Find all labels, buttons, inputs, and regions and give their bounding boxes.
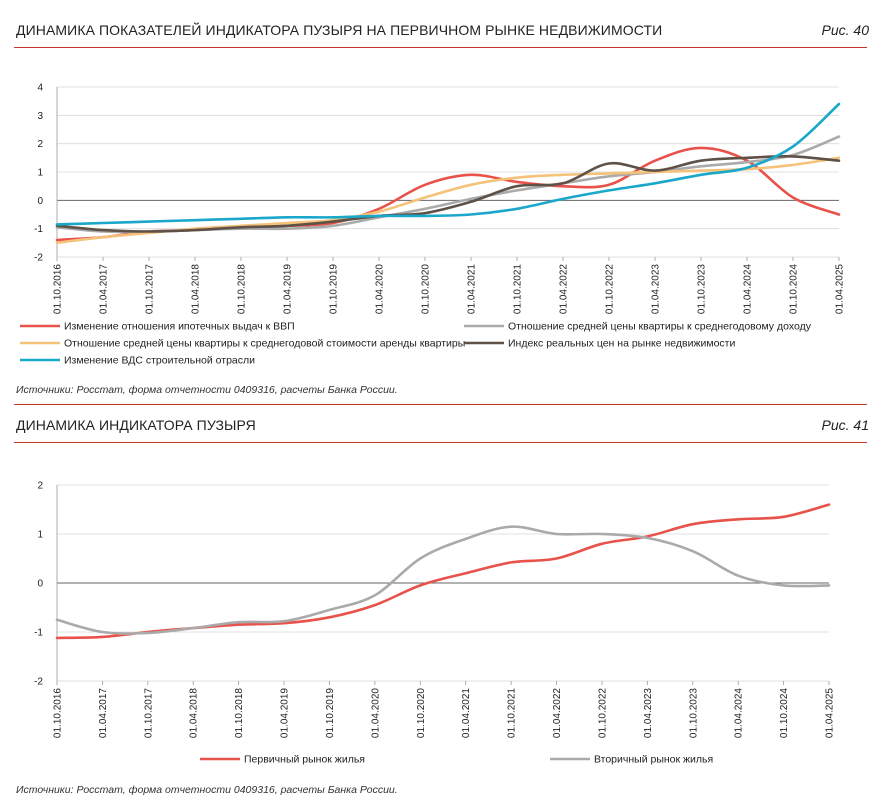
y-tick-label: 0 [37, 579, 43, 590]
legend-label: Изменение отношения ипотечных выдач к ВВ… [64, 321, 295, 333]
x-tick-label: 01.04.2025 [825, 688, 836, 738]
y-tick-label: 2 [37, 139, 43, 150]
x-tick-label: 01.10.2016 [53, 688, 64, 738]
x-tick-label: 01.04.2019 [280, 688, 291, 738]
legend-label: Отношение средней цены квартиры к средне… [64, 338, 465, 350]
chart-40-legend: Изменение отношения ипотечных выдач к ВВ… [20, 321, 812, 367]
x-tick-label: 01.04.2024 [743, 264, 754, 314]
x-tick-label: 01.04.2017 [99, 264, 110, 314]
x-tick-label: 01.10.2024 [789, 264, 800, 314]
x-tick-label: 01.04.2017 [98, 688, 109, 738]
y-tick-label: 2 [37, 481, 43, 492]
x-tick-label: 01.10.2017 [143, 688, 154, 738]
fig41-title: ДИНАМИКА ИНДИКАТОРА ПУЗЫРЯ [16, 417, 256, 433]
fig40-title: ДИНАМИКА ПОКАЗАТЕЛЕЙ ИНДИКАТОРА ПУЗЫРЯ Н… [16, 22, 663, 38]
y-tick-label: -2 [34, 677, 43, 688]
x-tick-label: 01.04.2023 [651, 264, 662, 314]
chart-41-x-ticks: 01.10.2016 01.04.2017 01.10.2017 01.04.2018… [53, 681, 836, 738]
y-tick-label: 1 [37, 530, 43, 541]
x-tick-label: 01.04.2018 [189, 688, 200, 738]
x-tick-label: 01.04.2023 [643, 688, 654, 738]
chart-41-legend: Первичный рынок жилья Вторичный рынок жил… [200, 754, 713, 766]
x-tick-label: 01.04.2021 [467, 264, 478, 314]
y-tick-label: 1 [37, 168, 43, 179]
series-line [55, 154, 841, 233]
x-tick-label: 01.04.2025 [835, 264, 846, 314]
series-line [55, 503, 831, 640]
x-tick-label: 01.04.2018 [191, 264, 202, 314]
x-tick-label: 01.04.2020 [370, 688, 381, 738]
fig41-rule [14, 442, 867, 443]
legend-label: Вторичный рынок жилья [594, 754, 713, 766]
x-tick-label: 01.10.2019 [325, 688, 336, 738]
chart-40-series [55, 102, 841, 245]
fig41-label: Рис. 41 [821, 417, 869, 433]
x-tick-label: 01.10.2020 [416, 688, 427, 738]
x-tick-label: 01.10.2018 [237, 264, 248, 314]
x-tick-label: 01.10.2019 [329, 264, 340, 314]
legend-label: Изменение ВДС строительной отрасли [64, 355, 255, 367]
x-tick-label: 01.10.2016 [53, 264, 64, 314]
x-tick-label: 01.04.2019 [283, 264, 294, 314]
y-tick-label: -2 [34, 253, 43, 264]
chart-41-series [55, 503, 831, 640]
x-tick-label: 01.10.2022 [605, 264, 616, 314]
fig41-top-rule [14, 404, 867, 405]
legend-label: Первичный рынок жилья [244, 754, 365, 766]
y-tick-label: 0 [37, 196, 43, 207]
y-tick-label: -1 [34, 628, 43, 639]
y-tick-label: -1 [34, 224, 43, 235]
x-tick-label: 01.10.2024 [779, 688, 790, 738]
x-tick-label: 01.04.2022 [552, 688, 563, 738]
x-tick-label: 01.10.2021 [507, 688, 518, 738]
y-tick-label: 3 [37, 111, 43, 122]
x-tick-label: 01.04.2022 [559, 264, 570, 314]
chart-41-y-ticks: -2 -1 0 1 2 [34, 481, 43, 688]
series-line [55, 102, 841, 226]
legend-label: Индекс реальных цен на рынке недвижимост… [508, 338, 735, 350]
chart-40: -2 -1 0 1 2 3 4 01.10.2016 01.04.2017 01.10.2017… [20, 83, 846, 367]
fig40-label: Рис. 40 [821, 22, 869, 38]
y-tick-label: 4 [37, 83, 43, 94]
x-tick-label: 01.10.2022 [597, 688, 608, 738]
x-tick-label: 01.04.2021 [461, 688, 472, 738]
x-tick-label: 01.10.2023 [688, 688, 699, 738]
legend-label: Отношение средней цены квартиры к средне… [508, 321, 812, 333]
chart-40-grid [56, 86, 839, 258]
x-tick-label: 01.04.2020 [375, 264, 386, 314]
x-tick-label: 01.10.2017 [145, 264, 156, 314]
x-tick-label: 01.10.2021 [513, 264, 524, 314]
series-line [55, 146, 841, 242]
x-tick-label: 01.10.2020 [421, 264, 432, 314]
x-tick-label: 01.10.2018 [234, 688, 245, 738]
x-tick-label: 01.10.2023 [697, 264, 708, 314]
chart-41-grid [56, 484, 829, 682]
fig40-source: Источники: Росстат, форма отчетности 040… [16, 384, 398, 396]
fig41-source: Источники: Росстат, форма отчетности 040… [16, 784, 398, 796]
series-line [55, 525, 831, 635]
x-tick-label: 01.04.2024 [734, 688, 745, 738]
chart-40-y-ticks: -2 -1 0 1 2 3 4 [34, 83, 43, 264]
fig40-top-rule [14, 47, 867, 48]
chart-40-x-ticks: 01.10.2016 01.04.2017 01.10.2017 01.04.2018… [53, 257, 846, 314]
